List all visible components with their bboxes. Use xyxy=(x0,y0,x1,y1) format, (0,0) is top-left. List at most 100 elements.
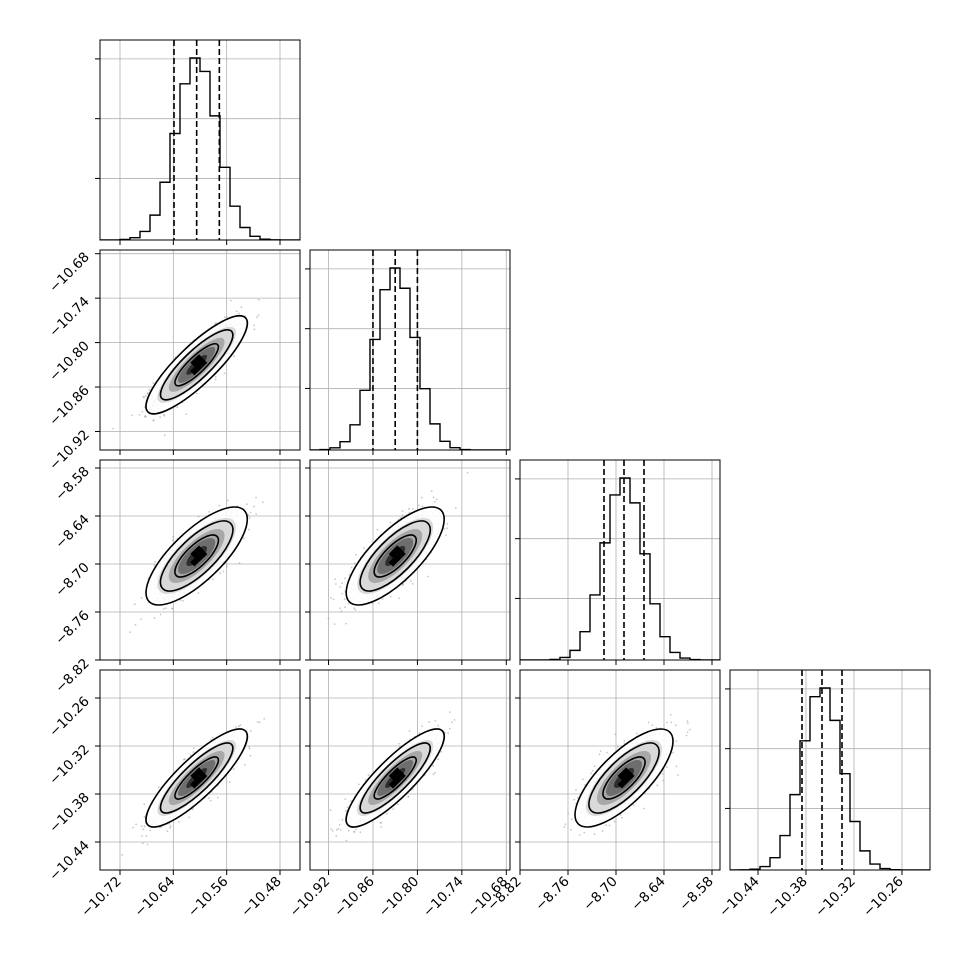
scatter-point xyxy=(176,406,178,408)
scatter-point xyxy=(230,300,232,302)
histogram-2 xyxy=(310,268,510,450)
scatter-point xyxy=(250,755,252,757)
scatter-point xyxy=(144,816,146,818)
histogram-panel-2 xyxy=(305,250,510,455)
scatter-point xyxy=(333,599,335,601)
scatter-point xyxy=(170,825,172,827)
scatter-point xyxy=(402,584,404,586)
scatter-point xyxy=(256,316,258,318)
scatter-point xyxy=(253,324,255,326)
histogram-panel-3 xyxy=(515,460,720,665)
histogram-1 xyxy=(100,58,300,240)
scatter-point xyxy=(141,835,143,837)
scatter-point xyxy=(402,514,404,516)
scatter-point xyxy=(412,508,414,510)
scatter-point xyxy=(121,854,123,856)
scatter-point xyxy=(410,580,412,582)
scatter-point xyxy=(145,395,147,397)
scatter-point xyxy=(154,561,156,563)
scatter-point xyxy=(421,725,423,727)
scatter-point xyxy=(159,416,161,418)
scatter-panel-2-1 xyxy=(95,250,300,455)
scatter-point xyxy=(163,414,165,416)
scatter-point xyxy=(147,392,149,394)
scatter-point xyxy=(141,411,143,413)
scatter-point xyxy=(210,800,212,802)
scatter-point xyxy=(158,786,160,788)
scatter-point xyxy=(190,754,192,756)
scatter-point xyxy=(392,808,394,810)
scatter-point xyxy=(236,311,238,313)
histogram-panel-1 xyxy=(95,40,300,245)
scatter-point xyxy=(359,831,361,833)
scatter-point xyxy=(178,821,180,823)
scatter-point xyxy=(330,597,332,599)
scatter-point xyxy=(135,624,137,626)
scatter-point xyxy=(233,768,235,770)
scatter-point xyxy=(208,511,210,513)
scatter-point xyxy=(135,823,137,825)
scatter-point xyxy=(131,415,133,417)
scatter-point xyxy=(188,817,190,819)
scatter-point xyxy=(240,306,242,308)
scatter-point xyxy=(144,825,146,827)
scatter-point xyxy=(351,567,353,569)
scatter-point xyxy=(437,725,439,727)
scatter-point xyxy=(172,536,174,538)
scatter-point xyxy=(238,313,240,315)
scatter-point xyxy=(258,299,260,301)
scatter-point xyxy=(193,747,195,749)
scatter-point xyxy=(250,512,252,514)
scatter-point xyxy=(226,566,228,568)
scatter-point xyxy=(355,829,357,831)
scatter-point xyxy=(353,607,355,609)
scatter-panel-3-2 xyxy=(305,460,510,665)
scatter-point xyxy=(336,829,338,831)
scatter-point xyxy=(249,517,251,519)
scatter-point xyxy=(208,797,210,799)
scatter-point xyxy=(332,830,334,832)
scatter-point xyxy=(390,596,392,598)
scatter-point xyxy=(196,393,198,395)
scatter-point xyxy=(169,827,171,829)
scatter-point xyxy=(185,413,187,415)
scatter-point xyxy=(160,614,162,616)
scatter-point xyxy=(436,499,438,501)
scatter-point xyxy=(172,539,174,541)
scatter-point xyxy=(224,316,226,318)
scatter-point xyxy=(219,572,221,574)
scatter-point xyxy=(142,842,144,844)
scatter-point xyxy=(386,813,388,815)
scatter-point xyxy=(233,355,235,357)
scatter-point xyxy=(112,428,114,430)
scatter-point xyxy=(263,718,265,720)
scatter-point xyxy=(262,501,264,503)
scatter-point xyxy=(408,508,410,510)
scatter-point xyxy=(354,562,356,564)
scatter-point xyxy=(377,529,379,531)
scatter-point xyxy=(149,389,151,391)
scatter-point xyxy=(171,608,173,610)
scatter-point xyxy=(421,497,423,499)
scatter-point xyxy=(433,773,435,775)
scatter-point xyxy=(248,529,250,531)
scatter-point xyxy=(193,751,195,753)
scatter-point xyxy=(427,576,429,578)
scatter-point xyxy=(378,603,380,605)
scatter-point xyxy=(149,830,151,832)
scatter-panel-3-1 xyxy=(95,460,300,665)
scatter-point xyxy=(412,583,414,585)
scatter-point xyxy=(402,510,404,512)
scatter-point xyxy=(154,565,156,567)
scatter-point xyxy=(345,623,347,625)
scatter-point xyxy=(243,538,245,540)
scatter-point xyxy=(355,609,357,611)
scatter-point xyxy=(141,597,143,599)
scatter-point xyxy=(397,803,399,805)
scatter-point xyxy=(145,416,147,418)
scatter-point xyxy=(239,562,241,564)
scatter-point xyxy=(240,724,242,726)
scatter-point xyxy=(140,618,142,620)
